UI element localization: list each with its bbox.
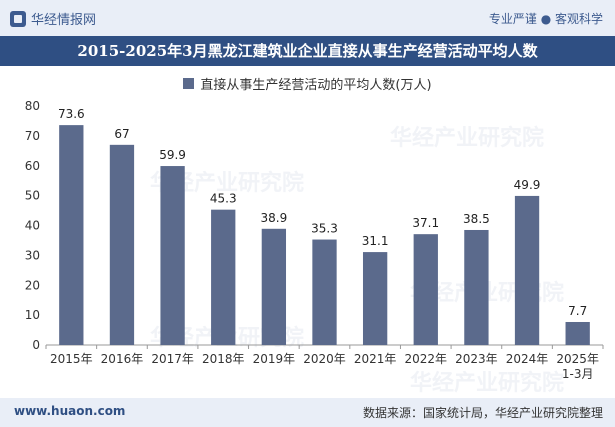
bar (160, 166, 185, 345)
bar-value-label: 35.3 (311, 222, 338, 236)
chart-legend: 直接从事生产经营活动的平均人数(万人) (0, 74, 615, 93)
x-tick-label: 2018年 (202, 352, 245, 366)
x-tick-label: 2024年 (506, 352, 549, 366)
bar-value-label: 38.9 (261, 211, 288, 225)
legend-label: 直接从事生产经营活动的平均人数(万人) (200, 78, 432, 93)
y-tick-label: 0 (32, 338, 40, 352)
bar (109, 144, 135, 345)
bar-value-label: 67 (114, 127, 129, 141)
x-tick-label: 2017年 (151, 352, 194, 366)
y-tick-label: 60 (25, 159, 40, 173)
bar-value-label: 38.5 (463, 212, 490, 226)
brand-tags: 专业严谨 ● 客观科学 (488, 12, 603, 26)
y-tick-label: 40 (25, 219, 40, 233)
bar (59, 125, 84, 346)
data-source: 数据来源：国家统计局，华经产业研究院整理 (362, 406, 603, 420)
brand-logo-icon (10, 10, 26, 27)
watermark: 华经产业研究院 (410, 371, 565, 396)
bar (413, 234, 438, 345)
x-tick-label: 2015年 (50, 352, 93, 366)
footer: www.huaon.com 数据来源：国家统计局，华经产业研究院整理 (0, 398, 615, 427)
bar-value-label: 49.9 (514, 178, 541, 192)
bar (362, 252, 388, 345)
bar (514, 195, 540, 345)
y-tick-label: 30 (25, 248, 40, 262)
bar-value-label: 45.3 (210, 192, 237, 206)
y-tick-label: 10 (25, 308, 40, 322)
brand: 华经情报网 (10, 9, 96, 28)
x-tick-label: 2019年 (253, 352, 296, 366)
bar-value-label: 31.1 (362, 234, 389, 248)
footer-url[interactable]: www.huaon.com (14, 404, 126, 418)
x-tick-label: 2022年 (404, 352, 447, 366)
y-tick-label: 20 (25, 278, 40, 292)
bar (261, 228, 287, 345)
bar-value-label: 59.9 (159, 148, 186, 162)
x-tick-label: 2023年 (455, 352, 498, 366)
bar-value-label: 73.6 (58, 107, 85, 121)
y-tick-label: 70 (25, 129, 40, 143)
y-tick-label: 80 (25, 99, 40, 113)
brand-name: 华经情报网 (31, 13, 97, 28)
chart-title: 2015-2025年3月黑龙江建筑业企业直接从事生产经营活动平均人数 (0, 36, 615, 66)
x-tick-label: 2021年 (354, 352, 397, 366)
y-tick-label: 50 (25, 189, 40, 203)
bar-value-label: 7.7 (568, 304, 587, 318)
bar (211, 209, 236, 345)
x-tick-label: 2020年 (303, 352, 346, 366)
bar (312, 239, 337, 345)
x-tick-label: 2016年 (101, 352, 144, 366)
legend-swatch (183, 78, 195, 89)
x-tick-label: 1-3月 (562, 367, 594, 381)
x-tick-label: 2025年 (556, 352, 599, 366)
bar (464, 229, 489, 345)
watermark: 华经产业研究院 (390, 126, 545, 151)
bar-chart: 0 10 20 30 40 50 60 70 80 73.6 2015年 67 2016年 59.9 201… (25, 99, 604, 381)
bar (565, 321, 590, 345)
top-bar: 华经情报网 专业严谨 ● 客观科学 (0, 0, 615, 36)
bar-value-label: 37.1 (412, 216, 439, 230)
